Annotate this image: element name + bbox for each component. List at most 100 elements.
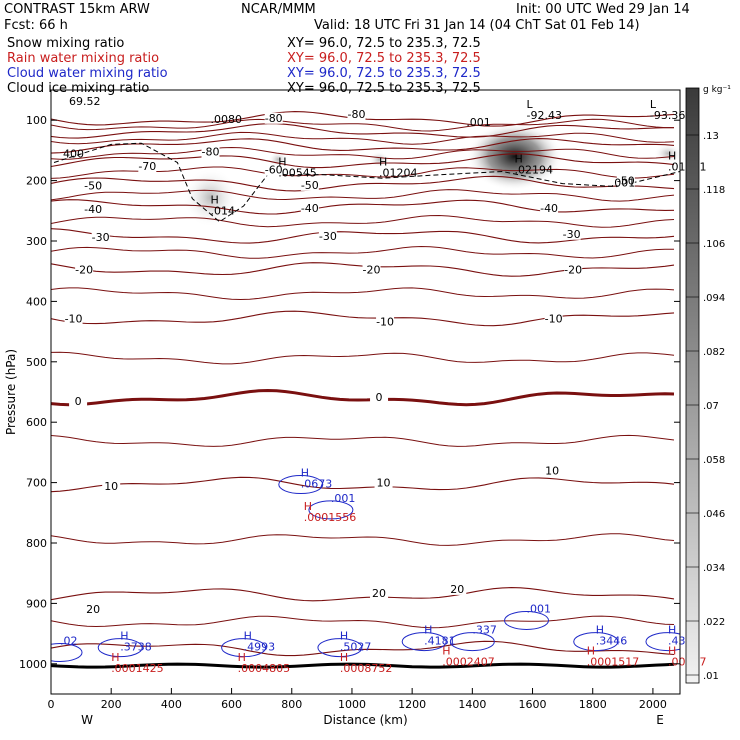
contour-label-bg	[300, 202, 319, 214]
temperature-contour	[51, 228, 675, 244]
temperature-contour-label: -10	[65, 312, 83, 325]
snow-maximum-label: .014	[211, 205, 236, 218]
contour-label-bg	[84, 180, 103, 192]
temperature-contour	[51, 533, 675, 546]
cloud-water-contour	[278, 475, 324, 495]
colorbar-tick-label: .106	[703, 239, 725, 250]
colorbar-tick-label: .082	[703, 347, 725, 358]
contour-label-bg	[543, 465, 562, 477]
snow-maximum-label: H	[211, 194, 219, 207]
temperature-contour	[51, 434, 675, 447]
cloud-water-label: .02	[60, 634, 78, 647]
cloud-water-label: H	[596, 624, 604, 637]
plot-frame	[50, 89, 681, 695]
y-tick-label: 1000	[19, 658, 47, 671]
temperature-contour-label: -60	[265, 164, 283, 177]
colorbar-tick-label: .13	[703, 131, 719, 142]
temperature-contour-label: 0	[376, 391, 383, 404]
temperature-contour-label: -40	[540, 202, 558, 215]
contour-label-bg	[84, 203, 103, 215]
snow-maximum-label: .02194	[514, 163, 553, 176]
contour-label-bg	[562, 228, 581, 240]
temperature-contour	[51, 310, 675, 327]
cloud-water-label: H	[424, 624, 432, 637]
contour-label-bg	[64, 313, 83, 325]
cloud-water-label: .337	[472, 624, 497, 637]
x-axis-label: Distance (km)	[323, 713, 407, 727]
rain-maximum-label: H	[340, 651, 348, 664]
y-tick-label: 400	[26, 295, 47, 308]
rain-maximum-label: H	[238, 651, 246, 664]
cloud-water-label: H	[668, 624, 676, 637]
legend-cloud-water-xy: XY= 96.0, 72.5 to 235.3, 72.5	[287, 66, 481, 81]
temperature-contour	[51, 640, 675, 657]
temperature-contour	[51, 214, 675, 228]
contour-label-bg	[91, 231, 110, 243]
x-tick-label: 800	[281, 698, 302, 711]
x-tick-label: 0	[48, 698, 55, 711]
cloud-water-label: .5027	[340, 641, 372, 654]
x-tick-label: 600	[221, 698, 242, 711]
contour-label-bg	[347, 109, 366, 121]
contour-label-bg	[540, 202, 559, 214]
cloud-water-contour	[401, 632, 447, 652]
org-label: NCAR/MMM	[241, 2, 316, 17]
legend-snow-xy: XY= 96.0, 72.5 to 235.3, 72.5	[287, 36, 481, 51]
forecast-hour: Fcst: 66 h	[4, 18, 68, 33]
x-tick-label: 400	[161, 698, 182, 711]
cloud-water-label: .3446	[596, 635, 628, 648]
colorbar-tick-label: .034	[703, 563, 725, 574]
cloud-water-label: H	[301, 467, 309, 480]
rain-maximum-label: H	[442, 645, 450, 658]
cloud-water-label: H	[340, 630, 348, 643]
y-tick-label: 300	[26, 235, 47, 248]
legend-rain-xy: XY= 96.0, 72.5 to 235.3, 72.5	[287, 51, 481, 66]
rain-maximum-label: .0002407	[442, 656, 495, 669]
contour-label-bg	[69, 396, 88, 408]
cloud-water-contour	[51, 642, 83, 662]
y-tick-label: 800	[26, 537, 47, 550]
contour-label-bg	[201, 146, 220, 158]
temperature-contour-label: -40	[84, 203, 102, 216]
temperature-contour	[51, 123, 674, 139]
contour-label-bg	[448, 583, 467, 595]
rain-maximum-label: .0001517	[587, 656, 640, 669]
contour-label-bg	[318, 231, 337, 243]
temperature-contour-label: -30	[319, 230, 337, 243]
contour-label-bg	[102, 481, 121, 493]
temperature-contour-label: 20	[86, 603, 100, 616]
x-tick-label: 1000	[338, 698, 366, 711]
snow-shading	[653, 143, 680, 164]
cloud-water-label: H	[120, 630, 128, 643]
temperature-contour	[51, 153, 675, 169]
cloud-ice-label: L	[650, 98, 657, 111]
temperature-contour-label: -20	[363, 263, 381, 276]
temperature-contour	[51, 199, 675, 215]
surface-line	[51, 662, 675, 669]
temperature-contour-label: -70	[138, 160, 156, 173]
cloud-ice-label: .001	[466, 116, 491, 129]
contour-label-bg	[264, 112, 283, 124]
cloud-water-label: .001	[331, 492, 356, 505]
x-tick-label: 2000	[639, 698, 667, 711]
x-tick-label: 1400	[458, 698, 486, 711]
y-tick-label: 900	[26, 597, 47, 610]
cloud-ice-label: 400	[63, 148, 84, 161]
temperature-contour-label: -30	[563, 228, 581, 241]
cloud-water-contour	[221, 638, 267, 658]
colorbar-tick-label: .058	[703, 455, 725, 466]
colorbar-unit: g kg⁻¹	[703, 85, 731, 95]
x-tick-label: 1800	[579, 698, 607, 711]
cloud-ice-label: .0080	[211, 113, 243, 126]
y-tick-label: 600	[26, 416, 47, 429]
temperature-contour-label: -50	[617, 175, 635, 188]
model-title: CONTRAST 15km ARW	[4, 2, 150, 17]
contour-label-bg	[370, 391, 389, 403]
temperature-contour-label: -80	[265, 112, 283, 125]
cloud-water-contour	[317, 638, 363, 658]
temperature-contour-label: -50	[301, 179, 319, 192]
temperature-contour-label: -40	[301, 202, 319, 215]
legend-cloud-ice-xy: XY= 96.0, 72.5 to 235.3, 72.5	[287, 81, 481, 96]
temperature-contour	[51, 245, 674, 259]
temperature-contour-label: -10	[376, 315, 394, 328]
